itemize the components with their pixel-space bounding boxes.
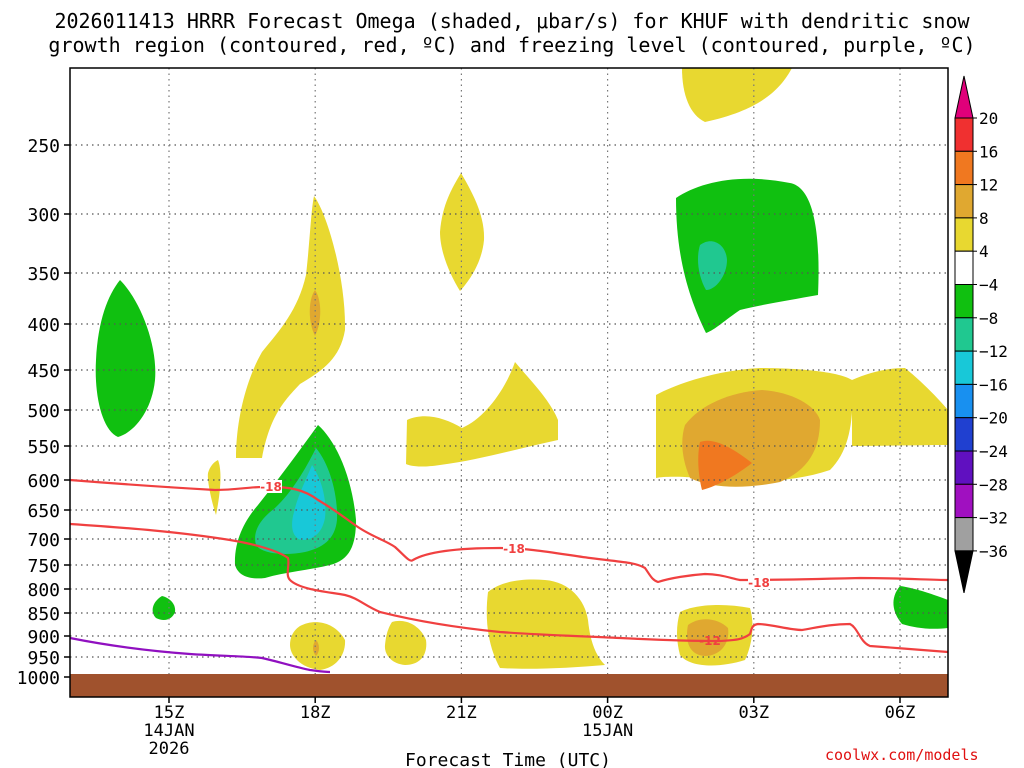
y-tick-label: 300 [27, 205, 60, 226]
omega-region-yellow-mid-22z [406, 362, 558, 467]
contour-label-bg-2 [503, 542, 525, 555]
contour-label-dgz-upper-mid: -18 [503, 542, 525, 556]
colorbar-segment [954, 483, 974, 519]
y-tick-label: 950 [27, 648, 60, 669]
x-axis-label: Forecast Time (UTC) [405, 750, 611, 768]
omega-region-orange-spot-low-18z [313, 640, 319, 656]
colorbar-label: 4 [979, 242, 989, 261]
y-tick-label: 400 [27, 315, 60, 336]
colorbar-segment [954, 250, 974, 285]
colorbar-label: 8 [979, 209, 989, 228]
x-tick-label: 14JAN [143, 721, 194, 741]
colorbar-label: 20 [979, 109, 998, 128]
y-tick-label: 800 [27, 580, 60, 601]
x-tick-label: 21Z [446, 703, 477, 723]
omega-region-cyan-blob-18z [292, 465, 326, 540]
plot-frame [69, 67, 949, 698]
colorbar-label: −20 [979, 409, 1008, 428]
x-tick-label: 2026 [149, 739, 190, 759]
chart-title-line-2: growth region (contoured, red, ºC) and f… [48, 33, 976, 57]
colorbar-segment [954, 284, 974, 319]
chart-title-line-1: 2026011413 HRRR Forecast Omega (shaded, … [54, 9, 970, 33]
colorbar-label: −24 [979, 442, 1008, 461]
terrain-ground [70, 674, 948, 697]
colorbar-label: −32 [979, 509, 1008, 528]
colorbar-segment [954, 317, 974, 352]
colorbar-segment [954, 217, 974, 252]
omega-region-green-right-low [893, 586, 948, 629]
colorbar-segment [954, 184, 974, 219]
omega-region-green-upper-right [676, 178, 819, 333]
x-tick-label: 00Z [592, 703, 623, 723]
colorbar-label: −12 [979, 342, 1008, 361]
colorbar-segment [954, 517, 974, 552]
colorbar-segment [954, 150, 974, 186]
colorbar-segment [954, 417, 974, 452]
y-tick-label: 500 [27, 401, 60, 422]
omega-region-upper-yellow-top [682, 68, 792, 122]
colorbar-label: −8 [979, 309, 998, 328]
x-tick-label: 15Z [154, 703, 185, 723]
y-tick-label: 1000 [17, 668, 60, 689]
omega-region-yellow-low-23z [486, 579, 605, 669]
colorbar-cap-bottom [954, 550, 974, 594]
contour-labels: -18 -18 -18 -12 [260, 480, 770, 648]
y-tick-label: 600 [27, 471, 60, 492]
omega-region-yellow-spike-21z [440, 173, 485, 291]
contour-label-dgz-lower: -18 [748, 576, 770, 590]
y-tick-label: 700 [27, 530, 60, 551]
y-tick-label: 750 [27, 556, 60, 577]
omega-region-yellow-plume-18z [236, 196, 346, 458]
colorbar-segment [954, 117, 974, 152]
x-tick-label: 18Z [300, 703, 331, 723]
contour-freezing-level [69, 636, 331, 674]
omega-region-yellow-small-16z [207, 460, 221, 515]
y-tick-label: 450 [27, 361, 60, 382]
omega-region-teal-upper-right [698, 241, 727, 290]
contour-dgz-lower [69, 522, 949, 654]
colorbar-label: 16 [979, 142, 998, 161]
y-tick-label: 550 [27, 437, 60, 458]
colorbar: 20 16 12 8 4 −4 −8 −12 −16 −20 −24 −28 −32 −36 [954, 75, 1008, 594]
y-tick-label: 350 [27, 264, 60, 285]
y-axis: 2503003504004505005506006507007508008509… [17, 136, 70, 689]
colorbar-segment [954, 350, 974, 385]
contour-label-minus12: -12 [699, 634, 721, 648]
colorbar-cap-top [954, 75, 974, 119]
colorbar-segment [954, 450, 974, 485]
y-tick-label: 900 [27, 627, 60, 648]
colorbar-label: −36 [979, 542, 1008, 561]
y-tick-label: 850 [27, 604, 60, 625]
omega-region-yellow-low-20z [384, 620, 427, 665]
omega-region-dark-orange-02z [698, 440, 752, 490]
x-tick-label: 06Z [885, 703, 916, 723]
colorbar-label: −28 [979, 475, 1008, 494]
contour-label-bg-1 [260, 480, 282, 493]
omega-region-yellow-right-edge [852, 368, 948, 446]
y-tick-label: 650 [27, 501, 60, 522]
colorbar-segment [954, 383, 974, 419]
source-credit: coolwx.com/models [825, 746, 979, 764]
colorbar-label: −16 [979, 375, 1008, 394]
plot-area: -18 -18 -18 -12 [69, 67, 949, 698]
omega-shading [95, 68, 948, 670]
x-tick-label: 15JAN [582, 721, 633, 741]
contour-label-bg-3 [748, 576, 770, 589]
y-tick-label: 250 [27, 136, 60, 157]
omega-region-green-left [95, 280, 156, 437]
x-tick-label: 03Z [738, 703, 769, 723]
omega-region-orange-low-02z [686, 619, 729, 656]
colorbar-label: 12 [979, 176, 998, 195]
colorbar-label: −4 [979, 276, 998, 295]
contour-label-dgz-upper: -18 [260, 480, 282, 494]
